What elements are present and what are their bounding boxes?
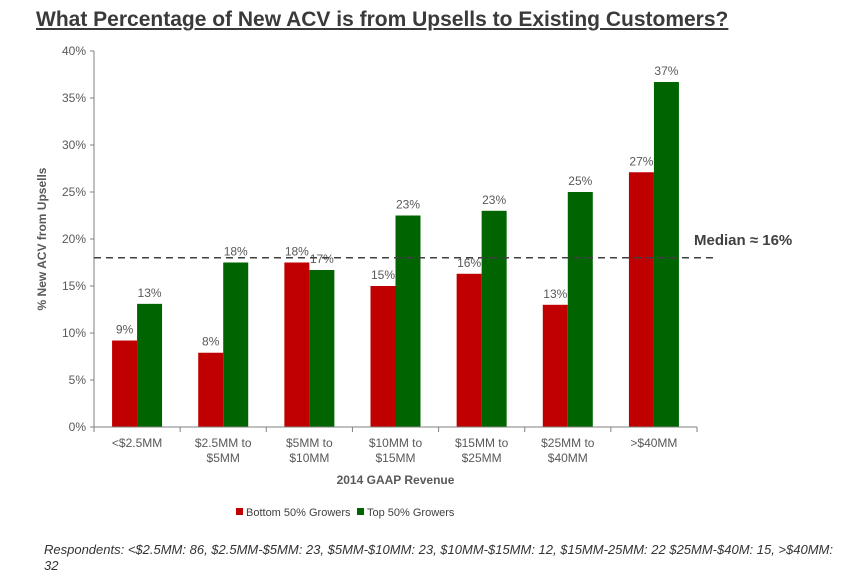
data-label-bottom-50: 27% [629, 154, 653, 168]
bar-bottom-50 [542, 304, 568, 427]
y-tick-label: 30% [62, 138, 86, 152]
legend-swatch-bottom-50 [236, 508, 243, 515]
data-label-top-50: 37% [654, 64, 678, 78]
x-category-label: $5MM to $10MM [286, 436, 333, 465]
y-axis-title: % New ACV from Upsells [35, 167, 49, 310]
median-label: Median ≈ 16% [694, 232, 792, 249]
x-axis-title: 2014 GAAP Revenue [337, 473, 455, 487]
y-tick-label: 25% [62, 185, 86, 199]
bar-bottom-50 [628, 172, 654, 427]
x-category-label: $2.5MM to $5MM [195, 436, 252, 465]
respondents-footnote: Respondents: <$2.5MM: 86, $2.5MM-$5MM: 2… [44, 542, 833, 573]
data-label-top-50: 18% [224, 245, 248, 259]
bar-top-50 [223, 262, 249, 427]
x-category-label: $10MM to $15MM [369, 436, 423, 465]
bar-top-50 [137, 303, 163, 427]
bar-top-50 [395, 215, 421, 427]
data-label-top-50: 25% [568, 174, 592, 188]
data-label-top-50: 23% [396, 198, 420, 212]
y-tick-label: 20% [62, 232, 86, 246]
bar-top-50 [653, 82, 679, 428]
x-category-label: $15MM to $25MM [455, 436, 509, 465]
y-tick-label: 15% [62, 279, 86, 293]
y-tick-label: 35% [62, 91, 86, 105]
data-label-top-50: 13% [138, 286, 162, 300]
bar-top-50 [309, 270, 335, 427]
x-category-label: $25MM to $40MM [541, 436, 595, 465]
y-tick-label: 5% [69, 373, 87, 387]
y-tick-label: 10% [62, 326, 86, 340]
bar-bottom-50 [198, 352, 224, 427]
data-label-top-50: 23% [482, 193, 506, 207]
data-label-top-50: 17% [310, 252, 334, 266]
bar-bottom-50 [456, 273, 482, 427]
bar-top-50 [567, 192, 593, 427]
x-category-label: <$2.5MM [112, 436, 162, 450]
bar-bottom-50 [284, 262, 310, 427]
bar-top-50 [481, 210, 507, 427]
bar-bottom-50 [370, 286, 396, 427]
data-label-bottom-50: 15% [371, 268, 395, 282]
legend-swatch-top-50 [357, 508, 364, 515]
data-label-bottom-50: 16% [457, 256, 481, 270]
data-label-bottom-50: 13% [543, 287, 567, 301]
y-tick-label: 0% [69, 420, 87, 434]
data-label-bottom-50: 18% [285, 245, 309, 259]
x-category-label: >$40MM [630, 436, 677, 450]
chart-title: What Percentage of New ACV is from Upsel… [36, 8, 729, 31]
data-label-bottom-50: 9% [116, 323, 134, 337]
legend-label-top-50: Top 50% Growers [367, 507, 455, 519]
y-tick-label: 40% [62, 44, 86, 58]
data-label-bottom-50: 8% [202, 335, 220, 349]
bar-bottom-50 [112, 340, 138, 427]
legend-label-bottom-50: Bottom 50% Growers [246, 507, 351, 519]
